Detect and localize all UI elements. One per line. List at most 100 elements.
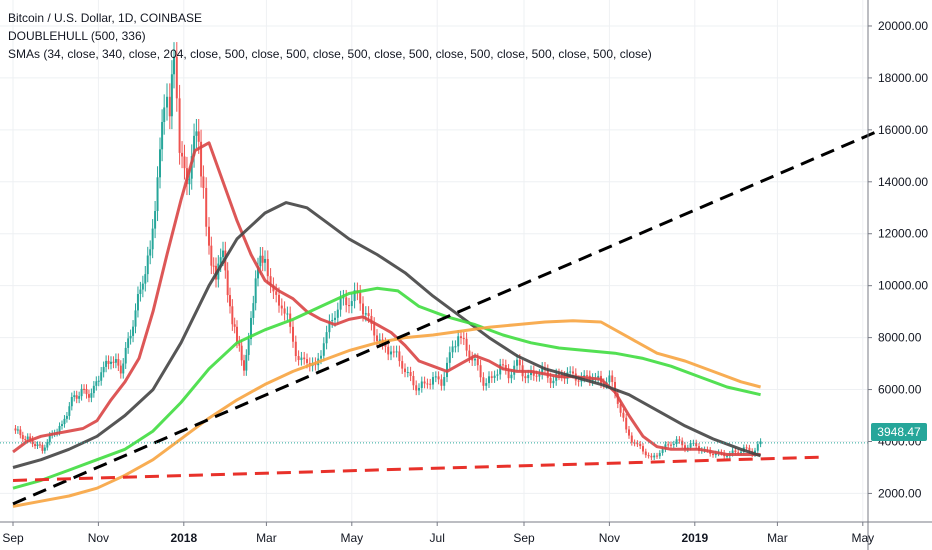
candle-body	[350, 301, 353, 307]
candle-body	[518, 359, 521, 366]
price-tick-label: 20000.00	[878, 19, 928, 33]
price-tick-label: 6000.00	[878, 383, 922, 397]
candle-body	[538, 374, 541, 377]
time-axis[interactable]: Sep Nov 2018 Mar May Jul Sep Nov 2019 Mar May	[0, 521, 932, 545]
candle-body	[535, 375, 538, 377]
candle-body	[406, 371, 409, 373]
time-tick-label: Nov	[88, 531, 109, 545]
candle-body	[144, 274, 147, 284]
candle-body	[73, 395, 76, 398]
candle-body	[404, 368, 406, 373]
candle-body	[670, 444, 672, 446]
candle-body	[745, 447, 748, 449]
candle-body	[714, 453, 717, 456]
candle-body	[334, 317, 336, 320]
candle-body	[245, 354, 248, 371]
candle-body	[390, 351, 392, 355]
candle-body	[331, 319, 334, 322]
chart-legend: Bitcoin / U.S. Dollar, 1D, COINBASE DOUB…	[8, 9, 652, 63]
candle-body	[212, 265, 215, 267]
candle-body	[504, 365, 507, 370]
price-tick-label: 12000.00	[878, 227, 928, 241]
candle-body	[695, 442, 698, 447]
candle-body	[364, 313, 367, 315]
candle-body	[146, 255, 149, 275]
candle-body	[70, 397, 73, 407]
grid-lines	[0, 0, 868, 522]
candle-body	[92, 385, 95, 394]
candle-body	[434, 376, 437, 378]
time-tick-label: Sep	[513, 531, 535, 545]
candle-body	[524, 376, 527, 379]
candle-body	[286, 313, 289, 315]
candle-body	[644, 451, 647, 456]
candle-body	[527, 375, 530, 379]
candle-body	[678, 439, 681, 441]
candle-body	[90, 393, 93, 398]
candle-body	[294, 341, 297, 357]
candle-body	[476, 358, 479, 366]
candle-body	[127, 338, 130, 348]
candle-body	[586, 375, 588, 377]
candle-body	[80, 388, 83, 397]
symbol-title[interactable]: Bitcoin / U.S. Dollar, 1D, COINBASE	[8, 11, 203, 25]
candle-body	[124, 347, 127, 364]
candle-body	[107, 360, 110, 364]
candle-body	[97, 380, 100, 382]
candle-body	[712, 453, 714, 456]
candle-body	[173, 56, 175, 75]
candle-body	[154, 211, 157, 229]
candle-body	[362, 303, 364, 315]
candle-body	[440, 379, 443, 386]
candle-body	[510, 374, 513, 379]
candle-body	[38, 444, 41, 446]
doublehull-indicator-label[interactable]: DOUBLEHULL (500, 336)	[8, 29, 146, 43]
candle-body	[622, 412, 625, 418]
time-tick-label: Mar	[256, 531, 277, 545]
candle-body	[415, 385, 418, 391]
candle-body	[261, 255, 264, 263]
smas-indicator-label[interactable]: SMAs (34, close, 340, close, 204, close,…	[8, 47, 652, 61]
candle-body	[496, 374, 499, 376]
candle-body	[46, 442, 49, 448]
price-tick-label: 2000.00	[878, 486, 922, 500]
candle-body	[252, 303, 255, 318]
candle-body	[630, 435, 633, 443]
time-tick-label: May	[340, 531, 363, 545]
candle-body	[726, 455, 728, 457]
candle-body	[219, 257, 222, 264]
candle-body	[468, 350, 471, 358]
candle-body	[175, 56, 178, 99]
candle-body	[611, 375, 614, 382]
candle-body	[392, 351, 395, 353]
candle-body	[139, 289, 142, 295]
candle-body	[336, 309, 339, 318]
time-tick-label: Mar	[767, 531, 788, 545]
candle-body	[231, 306, 234, 325]
candle-body	[474, 358, 476, 361]
price-tick-label: 14000.00	[878, 175, 928, 189]
candle-body	[168, 96, 171, 117]
candle-body	[303, 357, 306, 360]
candle-body	[197, 131, 200, 142]
time-tick-label: Nov	[599, 531, 620, 545]
candle-body	[457, 336, 460, 347]
price-axis[interactable]: 2000.004000.006000.008000.0010000.001200…	[867, 0, 928, 550]
candle-body	[170, 74, 173, 117]
candle-body	[102, 366, 105, 373]
candle-body	[259, 255, 262, 267]
candle-body	[675, 439, 678, 444]
sma-dark-line	[12, 201, 762, 469]
candle-body	[328, 321, 331, 333]
price-tick-label: 18000.00	[878, 71, 928, 85]
candle-body	[465, 338, 468, 351]
candle-body	[110, 361, 112, 364]
candle-body	[443, 377, 446, 386]
candle-body	[117, 359, 120, 366]
candle-body	[429, 383, 432, 385]
candle-body	[36, 444, 39, 446]
candle-body	[183, 156, 186, 169]
candle-body	[320, 355, 322, 359]
candle-body	[656, 455, 658, 457]
